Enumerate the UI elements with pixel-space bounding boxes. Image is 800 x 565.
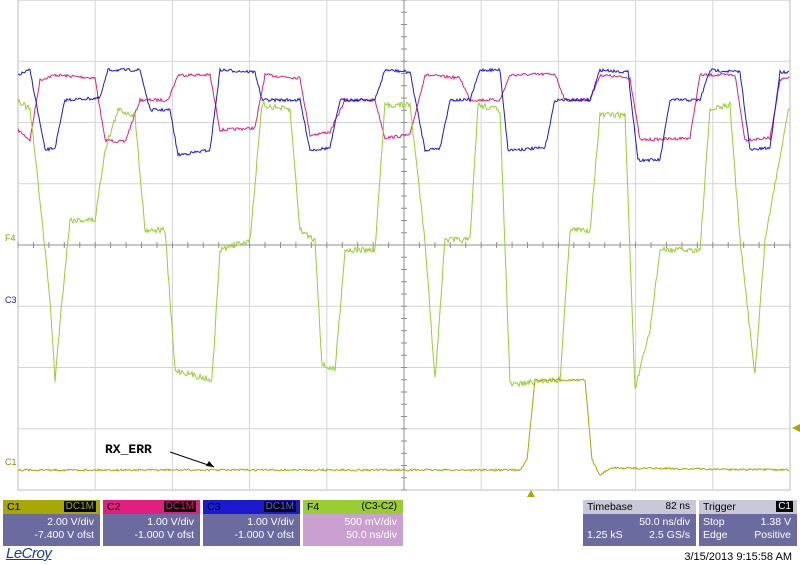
trace-c2 (17, 72, 790, 144)
channel-c3-offset: -1.000 V ofst (234, 529, 294, 541)
trigger-panel[interactable]: Trigger C1 Stop 1.38 V Edge Positive (699, 500, 797, 546)
math-f4-vdiv: 500 mV/div (344, 516, 397, 528)
timebase-delay: 82 ns (665, 501, 690, 512)
trace-c1 (18, 378, 790, 476)
channel-c1-offset: -7.400 V ofst (34, 529, 94, 541)
marker-c1: C1 (5, 457, 17, 467)
timebase-label: Timebase (587, 501, 633, 513)
channel-c2-coupling: DC1M (163, 501, 196, 512)
trigger-source: C1 (776, 501, 793, 512)
scope-display (17, 0, 800, 497)
brand-logo: LeCroy (6, 545, 52, 562)
annotation-arrowhead (206, 461, 214, 467)
channel-c2-offset: -1.000 V ofst (134, 529, 194, 541)
timebase-rate: 2.5 GS/s (649, 529, 690, 541)
trigger-type: Edge (703, 529, 728, 541)
channel-c3-name: C3 (207, 501, 221, 513)
trace-f4 (17, 98, 790, 389)
marker-c3: C3 (5, 295, 17, 305)
marker-f4: F4 (5, 233, 16, 243)
annotation-rx-err: RX_ERR (105, 442, 152, 457)
channel-c1-vdiv: 2.00 V/div (47, 516, 94, 528)
trigger-position-marker (527, 490, 535, 497)
math-f4-expr: (C3-C2) (361, 501, 397, 512)
channel-c1-name: C1 (7, 501, 21, 513)
math-f4-panel[interactable]: F4 (C3-C2) 500 mV/div 50.0 ns/div (303, 500, 403, 546)
timestamp: 3/15/2013 9:15:58 AM (684, 551, 792, 563)
trace-c3 (17, 67, 789, 163)
channel-c3-coupling: DC1M (263, 501, 296, 512)
channel-c1-panel[interactable]: C1 DC1M 2.00 V/div -7.400 V ofst (3, 500, 100, 546)
timebase-samples: 1.25 kS (587, 529, 623, 541)
timebase-tdiv: 50.0 ns/div (639, 516, 690, 528)
trigger-level-marker (792, 424, 800, 432)
trigger-level: 1.38 V (760, 516, 791, 528)
math-f4-tdiv: 50.0 ns/div (346, 529, 397, 541)
trigger-label: Trigger (703, 501, 736, 513)
channel-c2-vdiv: 1.00 V/div (147, 516, 194, 528)
trigger-mode: Stop (703, 516, 725, 528)
channel-c1-coupling: DC1M (63, 501, 96, 512)
graticule (17, 0, 791, 491)
channel-c3-vdiv: 1.00 V/div (247, 516, 294, 528)
channel-c2-panel[interactable]: C2 DC1M 1.00 V/div -1.000 V ofst (103, 500, 200, 546)
annotation-arrow (169, 451, 215, 468)
trigger-slope: Positive (754, 529, 791, 541)
math-f4-name: F4 (307, 501, 320, 513)
channel-c3-panel[interactable]: C3 DC1M 1.00 V/div -1.000 V ofst (203, 500, 300, 546)
channel-c2-name: C2 (107, 501, 121, 513)
timebase-panel[interactable]: Timebase 82 ns 50.0 ns/div 1.25 kS 2.5 G… (583, 500, 696, 546)
